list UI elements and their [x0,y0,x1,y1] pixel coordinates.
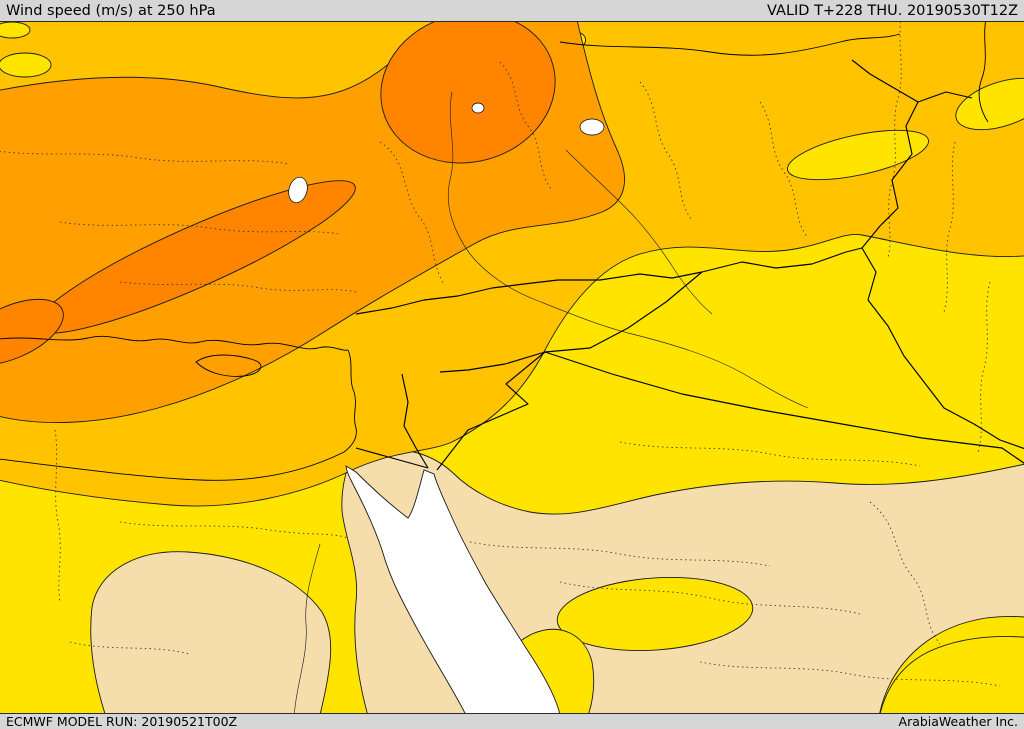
footer-bar: ECMWF MODEL RUN: 20190521T00Z ArabiaWeat… [0,713,1024,729]
yellow-spot-top-left [0,52,52,78]
lake-tuz [288,176,308,204]
israel-jordan-border [401,373,429,469]
caucasus-borders [851,59,973,103]
rivers-layer [294,91,809,713]
coastlines-layer [0,22,989,481]
water-layer [288,102,605,713]
levant-egypt-coast [0,349,357,481]
red-sea [345,465,561,713]
branding-label: ArabiaWeather Inc. [898,714,1018,729]
egypt-israel-border [355,447,429,469]
yellow-corner-southeast [879,636,1024,713]
turkey-south-coast [0,335,349,351]
black-sea-coast [559,33,901,56]
tigris-river [565,149,713,315]
euphrates-river [447,91,809,409]
turkey-iran-border [861,101,919,249]
model-run-label: ECMWF MODEL RUN: 20190521T00Z [6,714,238,729]
syria-jordan-border [439,351,546,373]
iran-west-border [861,247,1024,450]
lake-van [579,118,605,136]
caspian-coast [978,22,989,123]
valid-time-label: VALID T+228 THU. 20190530T12Z [767,2,1018,19]
syria-iraq-border [544,271,703,353]
jordan-saudi-border [436,351,546,471]
header-bar: Wind speed (m/s) at 250 hPa VALID T+228 … [0,0,1024,22]
yellow-oval-arabia [556,576,754,652]
small-lake [471,102,485,114]
map-canvas [0,22,1024,713]
cyprus-island [195,354,262,377]
page-title: Wind speed (m/s) at 250 hPa [6,2,216,19]
jet-core-layer [0,22,556,366]
wind-speed-map [0,22,1024,713]
turkey-south-border [355,247,863,315]
jet-core-edge [0,298,64,366]
yellow-spot-corner [0,22,31,39]
admin-boundaries-dotted-layer [0,22,1001,687]
iraq-saudi-border [544,351,1024,464]
yellow-lens-northeast [787,129,929,181]
tan-region-egypt-south [90,551,332,713]
country-borders-layer [355,59,1024,471]
jet-core-north [380,22,556,164]
nile-river [294,543,321,713]
